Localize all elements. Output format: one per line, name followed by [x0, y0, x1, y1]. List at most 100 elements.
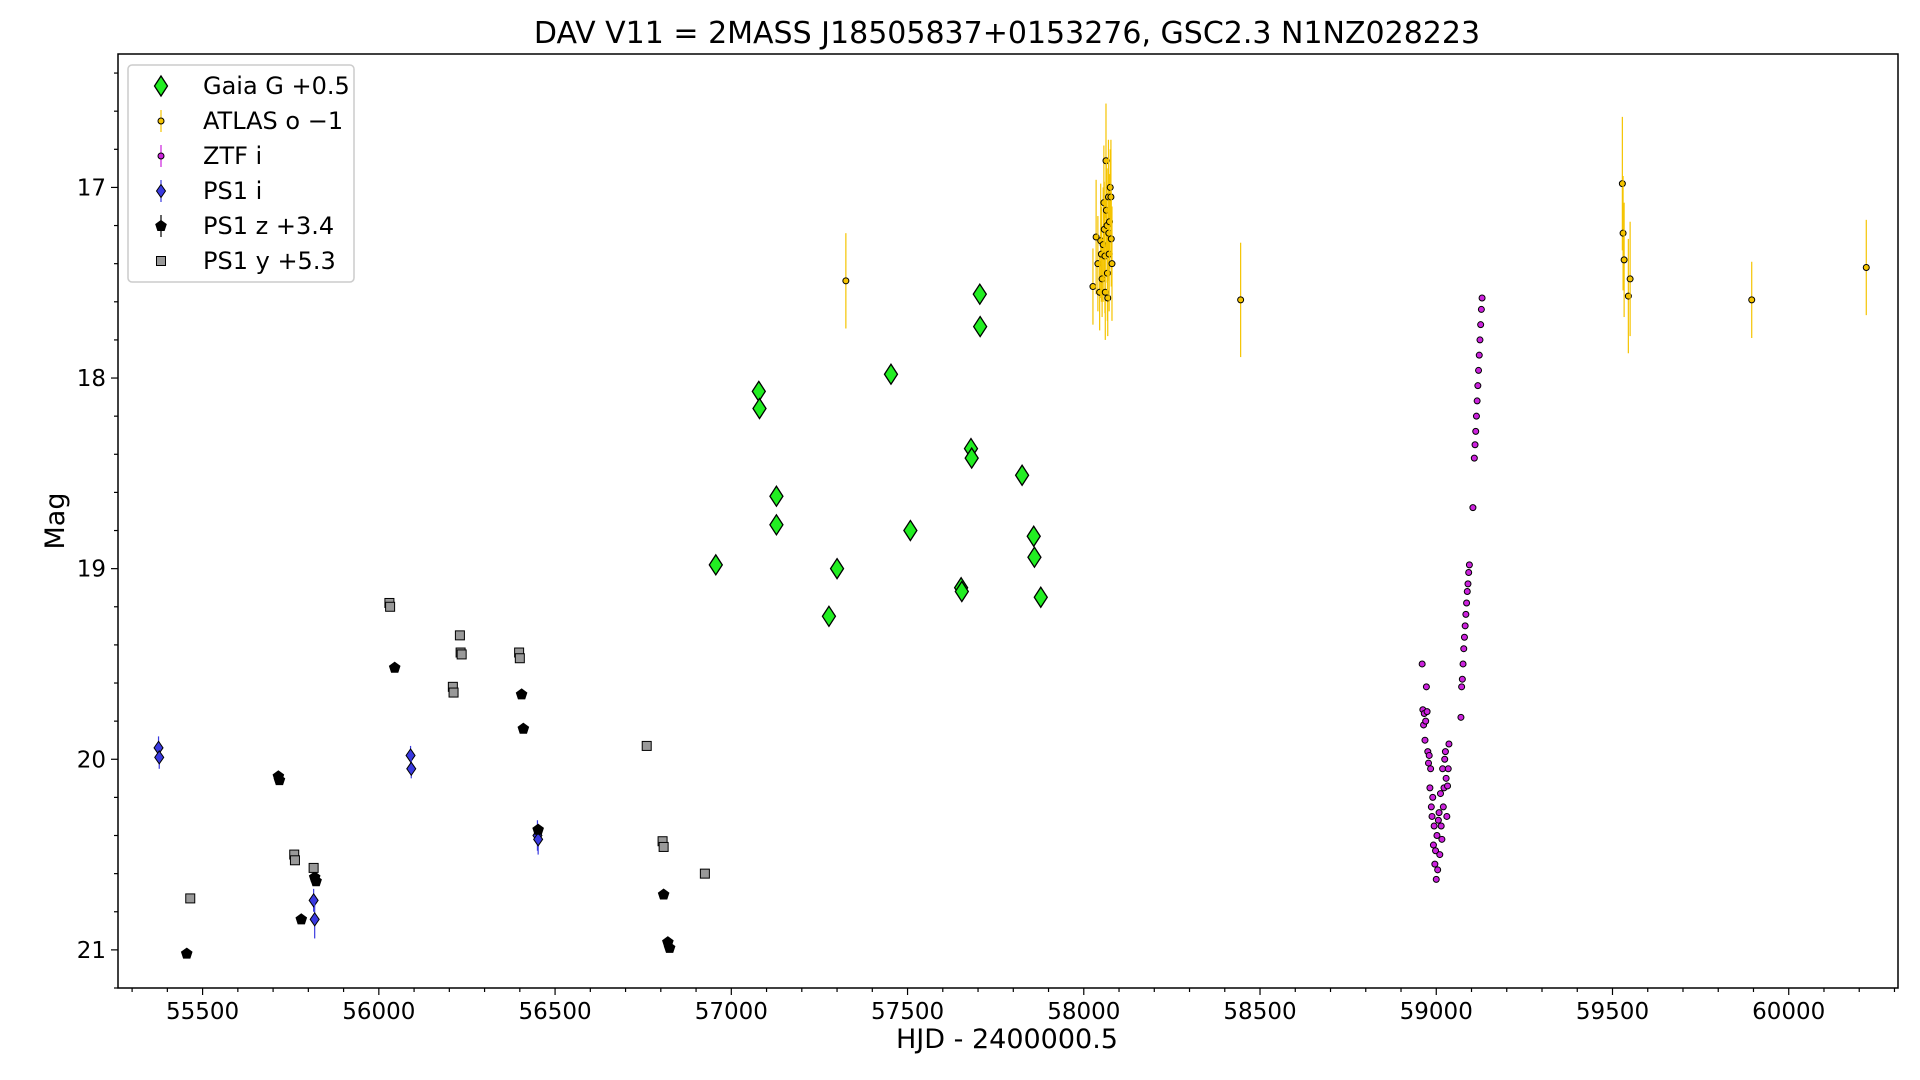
- data-point: [1432, 875, 1440, 883]
- data-point: [1472, 412, 1480, 420]
- legend-items: Gaia G +0.5 ATLAS o −1 ZTF i PS1 i PS1 z +3.…: [153, 72, 350, 275]
- data-point: [1237, 296, 1245, 304]
- data-point: [1107, 235, 1115, 243]
- data-point: [1464, 580, 1472, 588]
- series-ztf-i: [1418, 294, 1486, 883]
- data-point: [1422, 717, 1430, 725]
- legend-marker: [153, 74, 169, 98]
- data-point: [842, 277, 850, 285]
- data-point: [308, 892, 319, 908]
- plot-frame: [117, 53, 1899, 989]
- x-tick-label: 57500: [871, 999, 944, 1025]
- data-point: [954, 580, 970, 603]
- legend-marker: [156, 256, 166, 266]
- data-point: [1478, 294, 1486, 302]
- chart-title: DAV V11 = 2MASS J18505837+0153276, GSC2.…: [534, 16, 1480, 51]
- data-point: [1418, 660, 1426, 668]
- data-point: [289, 855, 300, 866]
- data-point: [1472, 427, 1480, 435]
- data-point: [1626, 275, 1634, 283]
- data-point: [1470, 454, 1478, 462]
- x-tick-label: 59000: [1400, 999, 1473, 1025]
- data-point: [517, 722, 530, 734]
- data-point: [1434, 816, 1442, 824]
- data-point: [769, 485, 784, 508]
- series-atlas-o-1: [842, 103, 1870, 358]
- data-point: [972, 282, 988, 306]
- data-point: [1434, 866, 1442, 874]
- data-point: [1108, 260, 1116, 268]
- data-point: [1458, 683, 1466, 691]
- data-point: [1459, 660, 1467, 668]
- data-point: [185, 893, 196, 904]
- data-point: [657, 888, 670, 900]
- data-point: [1620, 256, 1628, 264]
- y-tick-label: 17: [77, 175, 106, 201]
- data-point: [1477, 321, 1485, 329]
- data-point: [769, 513, 784, 537]
- data-point: [903, 519, 918, 542]
- data-point: [1476, 336, 1484, 344]
- data-point: [1427, 765, 1435, 773]
- series-ps1-i: [153, 736, 544, 939]
- x-tick-label: 60000: [1752, 999, 1825, 1025]
- data-point: [1436, 851, 1444, 859]
- data-point: [1444, 782, 1452, 790]
- data-point: [1475, 366, 1483, 374]
- data-point: [1474, 382, 1482, 390]
- legend-label: ZTF i: [203, 142, 262, 170]
- data-point: [1104, 294, 1112, 302]
- data-point: [1426, 784, 1434, 792]
- data-point: [388, 661, 401, 673]
- data-point: [883, 363, 899, 386]
- x-tick-label: 58500: [1223, 999, 1296, 1025]
- data-point: [180, 947, 193, 959]
- data-point: [1618, 180, 1626, 188]
- legend: Gaia G +0.5 ATLAS o −1 ZTF i PS1 i PS1 z +3.…: [127, 64, 355, 283]
- legend-item: ZTF i: [157, 142, 262, 170]
- series-gaia-g-0-5: [708, 282, 1049, 628]
- data-point: [1460, 633, 1468, 641]
- data-point: [1026, 525, 1042, 548]
- data-point: [1437, 822, 1445, 830]
- data-point: [663, 941, 676, 953]
- data-point: [154, 749, 165, 765]
- data-point: [1463, 588, 1471, 596]
- data-point: [1439, 765, 1447, 773]
- legend-label: PS1 i: [203, 177, 262, 205]
- x-tick-label: 59500: [1576, 999, 1649, 1025]
- x-tick-label: 58000: [1047, 999, 1120, 1025]
- data-point: [1442, 774, 1450, 782]
- data-point: [1422, 683, 1430, 691]
- data-point: [1089, 283, 1097, 291]
- data-point: [406, 761, 417, 777]
- legend-item: PS1 z +3.4: [155, 212, 334, 240]
- data-point: [1425, 751, 1433, 759]
- data-points: [153, 103, 1870, 959]
- legend-marker: [155, 183, 167, 199]
- legend-item: PS1 i: [155, 177, 262, 205]
- data-point: [273, 774, 286, 786]
- legend-marker: [157, 117, 165, 125]
- data-point: [829, 557, 845, 580]
- series-ps1-z-3-4: [180, 661, 676, 959]
- data-point: [1014, 464, 1030, 487]
- series-ps1-y-5-3: [185, 597, 710, 904]
- data-point: [1443, 812, 1451, 820]
- data-point: [972, 315, 988, 338]
- data-point: [1439, 803, 1447, 811]
- data-point: [1463, 599, 1471, 607]
- data-point: [1461, 622, 1469, 630]
- data-point: [1462, 610, 1470, 618]
- data-point: [1430, 822, 1438, 830]
- legend-box: [127, 64, 355, 283]
- data-point: [1433, 832, 1441, 840]
- data-point: [641, 740, 652, 751]
- legend-marker: [155, 219, 167, 231]
- y-axis-label: Mag: [40, 493, 71, 550]
- data-point: [1435, 809, 1443, 817]
- data-point: [385, 601, 396, 612]
- data-point: [964, 446, 979, 470]
